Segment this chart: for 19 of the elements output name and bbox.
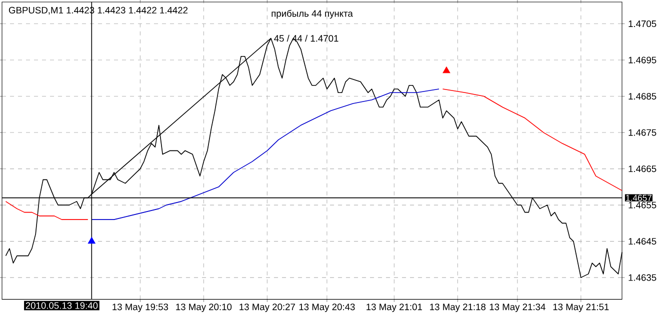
x-tick-label: 13 May 21:01 [366, 304, 422, 312]
x-tick-label: 13 May 21:34 [490, 304, 546, 312]
y-tick-label: 1.4645 [628, 238, 656, 245]
y-tick-label: 1.4685 [628, 92, 656, 100]
ref-line-label: 2010.05.13 19:40 [26, 302, 98, 309]
y-tick-label: 1.4675 [628, 129, 656, 136]
annotation: прибыль 44 пункта [272, 10, 353, 19]
y-tick-label: 1.4665 [628, 166, 656, 172]
y-tick-label: 1.4705 [628, 20, 656, 28]
x-tick-label: 13 May 21:18 [430, 304, 486, 312]
y-tick-label: 1.4695 [628, 56, 656, 64]
y-tick-label: 1.4655 [628, 202, 656, 208]
ref-line-label: 1.4657 [626, 194, 652, 201]
x-tick-label: 13 May 20:10 [176, 304, 232, 312]
y-tick-label: 1.4635 [628, 274, 656, 281]
x-tick-label: 13 May 20:27 [240, 304, 295, 312]
x-tick-label: 13 May 21:51 [553, 304, 609, 312]
x-tick-label: 13 May 20:43 [299, 304, 355, 312]
x-tick-label: 13 May 19:53 [112, 304, 168, 312]
